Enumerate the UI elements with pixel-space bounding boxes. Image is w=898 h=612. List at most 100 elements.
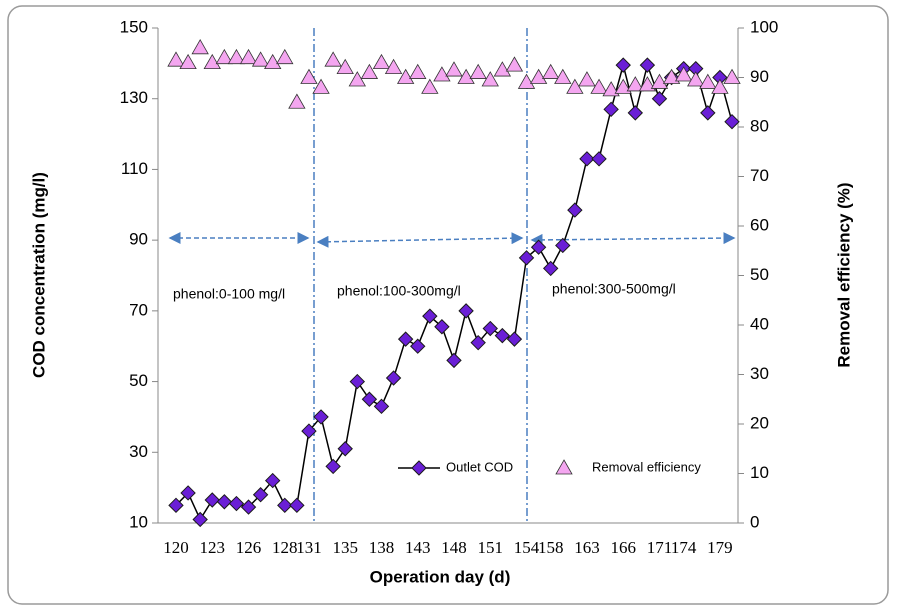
triangle-marker xyxy=(662,68,681,84)
triangle-marker xyxy=(348,71,366,87)
y2-tick-label: 0 xyxy=(750,512,759,531)
diamond-marker xyxy=(700,105,716,121)
triangle-marker xyxy=(191,38,209,55)
diamond-marker xyxy=(494,327,511,344)
x-tick-label: 138 xyxy=(369,538,395,557)
diamond-marker xyxy=(385,370,402,386)
x-tick-label: 158 xyxy=(538,538,564,557)
diamond-marker xyxy=(361,391,378,407)
y-tick-label: 130 xyxy=(120,88,148,107)
triangle-marker xyxy=(481,71,499,87)
diamond-marker xyxy=(482,320,498,337)
annotation: phenol:100-300mg/l xyxy=(337,283,461,299)
diamond-marker xyxy=(579,151,595,167)
diamond-marker xyxy=(192,511,208,528)
y2-tick-label: 10 xyxy=(750,463,769,482)
triangle-marker xyxy=(433,66,451,82)
triangle-marker xyxy=(493,61,512,77)
triangle-marker xyxy=(300,68,318,84)
legend-label: Outlet COD xyxy=(446,459,513,474)
x-tick-label: 154 xyxy=(514,538,540,557)
y-tick-label: 70 xyxy=(129,300,148,319)
triangle-marker xyxy=(421,78,439,94)
triangle-marker xyxy=(409,63,427,79)
x-tick-label: 131 xyxy=(296,538,322,557)
y2-tick-label: 70 xyxy=(750,166,769,185)
annotation: phenol:0-100 mg/l xyxy=(173,286,285,302)
y-tick-label: 30 xyxy=(129,442,148,461)
triangle-marker xyxy=(396,68,415,84)
x-tick-label: 163 xyxy=(574,538,600,557)
triangle-marker xyxy=(227,48,246,65)
legend-marker xyxy=(555,459,573,475)
y-tick-label: 110 xyxy=(121,159,148,178)
x-tick-label: 143 xyxy=(405,538,431,557)
triangle-marker xyxy=(638,76,657,92)
y2-tick-label: 80 xyxy=(750,116,769,135)
x-tick-label: 151 xyxy=(478,538,504,557)
diamond-marker xyxy=(567,202,583,218)
triangle-marker xyxy=(457,68,475,84)
diamond-marker xyxy=(615,57,631,73)
diamond-marker xyxy=(325,458,341,475)
diamond-marker xyxy=(422,308,438,324)
diamond-marker xyxy=(264,472,281,489)
y2-tick-label: 50 xyxy=(750,265,769,284)
x-tick-label: 128 xyxy=(272,538,298,557)
diamond-marker xyxy=(301,423,317,439)
triangle-marker xyxy=(517,73,536,89)
chart-frame xyxy=(7,5,889,605)
diamond-marker xyxy=(410,338,426,354)
diamond-marker xyxy=(458,303,474,319)
triangle-marker xyxy=(264,53,282,70)
triangle-marker xyxy=(167,51,185,67)
y-tick-label: 90 xyxy=(129,230,148,249)
diamond-marker xyxy=(277,497,293,514)
triangle-marker xyxy=(542,63,560,79)
triangle-marker xyxy=(445,61,463,77)
triangle-marker xyxy=(276,48,294,65)
triangle-marker xyxy=(239,48,258,65)
triangle-marker xyxy=(288,93,306,109)
y-tick-label: 50 xyxy=(129,371,148,390)
triangle-marker xyxy=(723,68,741,84)
x-tick-label: 148 xyxy=(441,538,467,557)
x-tick-label: 171 xyxy=(647,538,673,557)
triangle-marker xyxy=(529,68,548,84)
triangle-marker xyxy=(614,78,632,94)
diamond-marker xyxy=(252,487,269,503)
diamond-marker xyxy=(530,239,547,255)
x-tick-label: 174 xyxy=(671,538,697,557)
annotation: phenol:300-500mg/l xyxy=(552,281,676,297)
phase-arrow xyxy=(316,232,524,248)
triangle-marker xyxy=(215,48,234,65)
diamond-marker xyxy=(434,319,450,335)
triangle-marker xyxy=(179,53,197,70)
diamond-marker xyxy=(168,497,184,514)
y2-tick-label: 40 xyxy=(750,314,769,333)
diamond-marker xyxy=(603,101,619,118)
diamond-marker xyxy=(651,91,668,107)
diamond-marker xyxy=(313,409,329,425)
phase-arrows xyxy=(168,232,736,248)
diamond-marker xyxy=(591,151,607,167)
y2-tick-label: 100 xyxy=(750,17,778,36)
triangle-marker xyxy=(699,73,717,89)
phase-dividers xyxy=(313,28,528,523)
x-tick-label: 179 xyxy=(707,538,733,557)
diamond-marker xyxy=(180,485,196,501)
diamond-marker xyxy=(204,492,220,508)
y-tick-label: 10 xyxy=(129,512,148,531)
triangle-marker xyxy=(687,71,705,87)
triangle-marker xyxy=(674,66,693,82)
triangle-marker xyxy=(626,76,644,92)
triangle-marker xyxy=(251,51,270,67)
x-tick-label: 120 xyxy=(163,538,189,557)
legend-label: Removal efficiency xyxy=(592,459,701,474)
y2-tick-label: 20 xyxy=(750,413,769,432)
triangle-marker xyxy=(505,56,524,72)
triangle-marker xyxy=(372,53,391,70)
triangle-marker xyxy=(324,51,342,67)
diamond-marker xyxy=(506,331,523,347)
diamond-marker xyxy=(555,237,571,254)
